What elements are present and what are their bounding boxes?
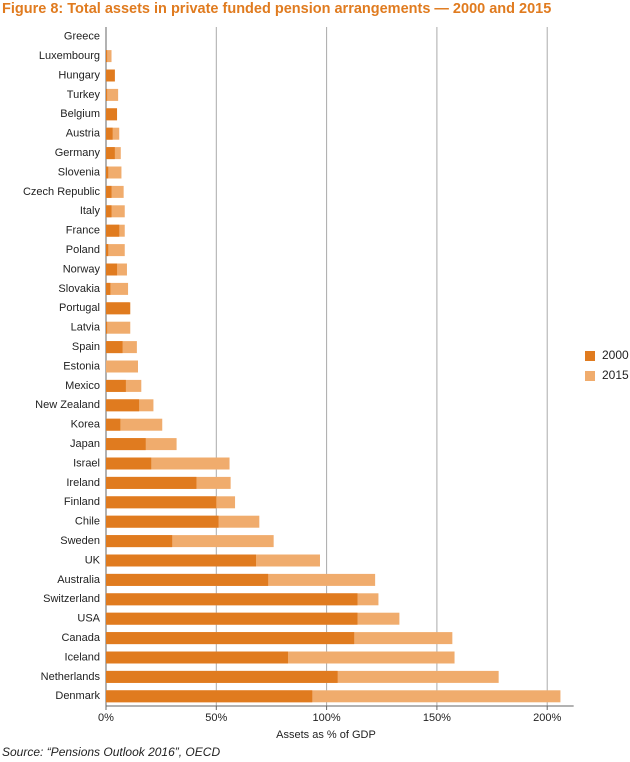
- x-tick-label: 150%: [423, 712, 451, 724]
- bar: [106, 379, 126, 392]
- y-tick-label: Iceland: [65, 651, 100, 663]
- y-tick-label: Chile: [75, 516, 100, 528]
- x-axis-title: Assets as % of GDP: [276, 729, 376, 741]
- x-tick-label: 100%: [313, 712, 341, 724]
- bar: [106, 515, 219, 528]
- y-tick-label: Estonia: [63, 360, 101, 372]
- y-tick-label: Denmark: [55, 690, 100, 702]
- y-tick-label: Israel: [73, 457, 100, 469]
- y-tick-label: Slovenia: [58, 166, 101, 178]
- y-tick-label: Slovakia: [58, 283, 100, 295]
- y-tick-label: Italy: [80, 205, 101, 217]
- bar: [106, 418, 121, 431]
- y-tick-label: Belgium: [60, 108, 100, 120]
- legend-swatch: [585, 371, 595, 381]
- bar: [106, 166, 122, 179]
- bar: [106, 185, 112, 198]
- bar: [106, 690, 313, 703]
- x-tick-label: 0%: [98, 712, 114, 724]
- bar: [106, 147, 115, 160]
- bar: [106, 50, 112, 63]
- bar: [106, 108, 118, 121]
- bar: [106, 88, 119, 101]
- y-tick-label: Spain: [72, 341, 100, 353]
- y-tick-label: France: [66, 225, 100, 237]
- bar: [106, 341, 123, 354]
- bar: [106, 69, 115, 82]
- bar: [106, 535, 173, 548]
- bar: [106, 244, 125, 257]
- bar: [106, 612, 358, 625]
- y-tick-label: Mexico: [65, 380, 100, 392]
- y-tick-label: Germany: [55, 147, 101, 159]
- bar: [106, 282, 129, 295]
- bar: [106, 632, 355, 645]
- bar: [106, 573, 269, 586]
- y-tick-label: Luxembourg: [39, 50, 100, 62]
- bar: [106, 321, 108, 334]
- bar: [106, 166, 109, 179]
- bar: [106, 282, 111, 295]
- y-tick-label: Portugal: [59, 302, 100, 314]
- x-tick-label: 200%: [533, 712, 561, 724]
- y-tick-label: Norway: [63, 263, 101, 275]
- y-tick-label: Australia: [57, 574, 101, 586]
- y-tick-label: Netherlands: [41, 671, 101, 683]
- legend-label: 2000: [602, 348, 629, 362]
- source-note: Source: “Pensions Outlook 2016”, OECD: [2, 745, 220, 759]
- y-tick-label: Turkey: [67, 89, 101, 101]
- legend-swatch: [585, 351, 595, 361]
- bar: [106, 651, 288, 664]
- bar: [106, 224, 120, 237]
- bar: [106, 399, 140, 412]
- y-tick-label: Canada: [61, 632, 100, 644]
- bar: [106, 360, 138, 373]
- y-tick-label: UK: [85, 554, 101, 566]
- y-tick-label: Japan: [70, 438, 100, 450]
- bar: [106, 457, 152, 470]
- bar: [106, 593, 358, 606]
- bar: [106, 50, 108, 63]
- y-tick-label: Greece: [64, 31, 100, 43]
- bar: [106, 244, 109, 257]
- y-tick-label: Hungary: [58, 69, 100, 81]
- y-tick-label: Poland: [66, 244, 100, 256]
- bar: [106, 127, 113, 140]
- bar: [106, 205, 112, 218]
- y-tick-label: Finland: [64, 496, 100, 508]
- y-tick-label: Korea: [71, 419, 101, 431]
- y-tick-label: Sweden: [60, 535, 100, 547]
- y-tick-label: Austria: [66, 128, 101, 140]
- x-tick-label: 50%: [205, 712, 227, 724]
- y-tick-label: Czech Republic: [23, 186, 101, 198]
- bar: [106, 302, 131, 315]
- bar: [106, 496, 217, 509]
- bar: [106, 321, 131, 334]
- bar: [106, 476, 197, 489]
- y-tick-label: Ireland: [66, 477, 100, 489]
- y-tick-label: New Zealand: [35, 399, 100, 411]
- bar: [106, 438, 146, 451]
- chart-title: Figure 8: Total assets in private funded…: [2, 1, 551, 17]
- y-tick-label: USA: [77, 613, 100, 625]
- bar: [106, 263, 118, 276]
- y-tick-label: Switzerland: [43, 593, 100, 605]
- bar: [106, 88, 108, 101]
- bar: [106, 554, 257, 567]
- bar: [106, 670, 338, 683]
- legend-label: 2015: [602, 368, 629, 382]
- y-tick-label: Latvia: [71, 322, 101, 334]
